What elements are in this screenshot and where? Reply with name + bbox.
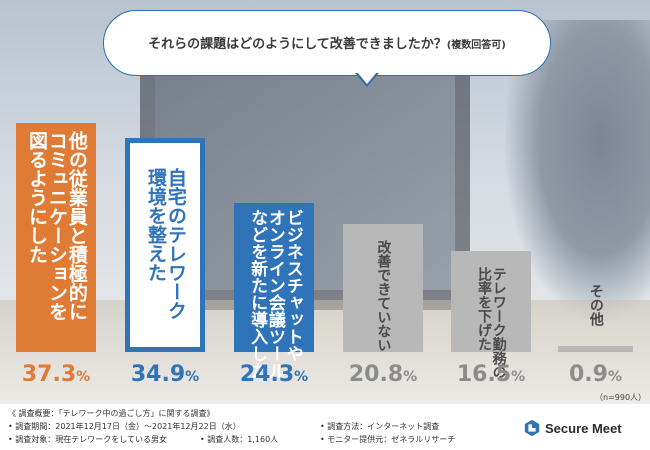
sample-size-note: （n=990人） xyxy=(595,393,647,402)
bar-6 xyxy=(558,346,633,352)
bar-value-number-4: 20.8 xyxy=(348,362,404,387)
question-note: (複数回答可) xyxy=(446,40,506,51)
secure-meet-logo-text: Secure Meet xyxy=(545,420,622,436)
bar-value-5: 16.5% xyxy=(451,362,531,387)
bubble-tail-fill xyxy=(357,72,377,84)
bar-value-3: 24.3% xyxy=(234,362,314,387)
bar-value-1: 37.3% xyxy=(16,362,96,387)
survey-count: • 調査人数：1,160人 xyxy=(200,435,279,444)
question-bubble: それらの課題はどのようにして改善できましたか？(複数回答可) xyxy=(103,10,551,76)
bar-5 xyxy=(451,250,531,352)
survey-period: • 調査期間：2021年12月17日（金）〜2021年12月22日（水） xyxy=(8,422,241,431)
bar-value-4: 20.8% xyxy=(343,362,423,387)
bar-4 xyxy=(343,224,423,352)
bar-value-unit-1: % xyxy=(76,369,91,385)
bar-value-unit-5: % xyxy=(511,369,526,385)
survey-target: • 調査対象：現在テレワークをしている男女 xyxy=(8,435,168,444)
bar-value-6: 0.9% xyxy=(558,362,633,387)
bar-value-number-1: 37.3 xyxy=(21,362,77,387)
background-desk xyxy=(0,300,650,400)
bar-label-5: テレワーク勤務の 比率を下げた xyxy=(475,266,507,379)
bar-label-4: 改善できていない xyxy=(375,240,392,353)
survey-footer: 《 調査概要：「テレワーク中の過ごし方」に関する調査》 • 調査期間：2021年… xyxy=(0,404,650,450)
bar-label-3: ビジネスチャットや オンライン会議ツール などを新たに導入した xyxy=(247,208,303,379)
bar-value-number-2: 34.9 xyxy=(130,362,186,387)
secure-meet-logo-icon xyxy=(524,419,540,437)
bar-label-1: 他の従業員と積極的に コミュニケーションを 図るようにした xyxy=(26,131,88,321)
bar-value-unit-2: % xyxy=(185,369,200,385)
bar-2 xyxy=(125,137,205,352)
survey-method: • 調査方法：インターネット調査 xyxy=(320,422,440,431)
secure-meet-logo: Secure Meet xyxy=(523,419,622,437)
bar-1 xyxy=(16,123,96,352)
bar-value-number-6: 0.9 xyxy=(568,362,608,387)
bar-value-unit-6: % xyxy=(607,369,622,385)
survey-provider: • モニター提供元：ゼネラルリサーチ xyxy=(320,435,456,444)
survey-heading: 《 調査概要：「テレワーク中の過ごし方」に関する調査》 xyxy=(8,409,215,418)
bar-value-unit-4: % xyxy=(403,369,418,385)
bar-label-2: 自宅のテレワーク 環境を整えた xyxy=(144,167,187,320)
bar-value-2: 34.9% xyxy=(125,362,205,387)
bar-value-unit-3: % xyxy=(294,369,309,385)
question-text: それらの課題はどのようにして改善できましたか？(複数回答可) xyxy=(104,33,550,52)
question-title: それらの課題はどのようにして改善できましたか？ xyxy=(148,37,447,52)
bar-value-number-5: 16.5 xyxy=(456,362,512,387)
bar-label-6: その他 xyxy=(587,284,604,326)
bar-3 xyxy=(234,202,314,352)
bar-value-number-3: 24.3 xyxy=(239,362,295,387)
